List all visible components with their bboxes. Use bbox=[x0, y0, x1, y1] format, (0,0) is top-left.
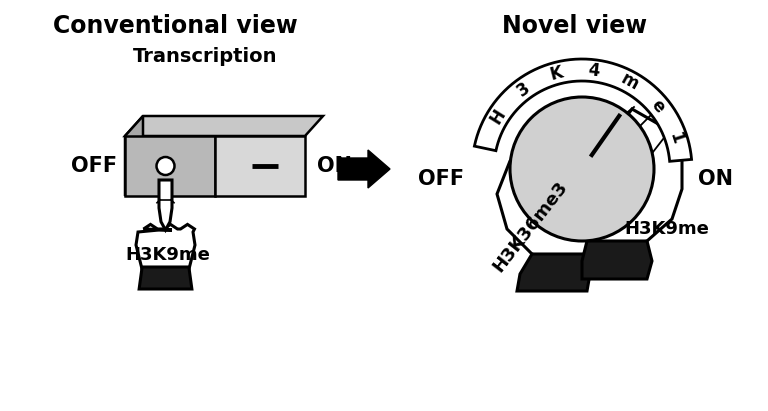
Text: ON: ON bbox=[698, 169, 733, 189]
Text: 3: 3 bbox=[513, 79, 533, 100]
Polygon shape bbox=[475, 59, 691, 162]
Polygon shape bbox=[125, 116, 143, 196]
Text: H: H bbox=[487, 106, 509, 127]
Circle shape bbox=[510, 97, 654, 241]
Polygon shape bbox=[582, 241, 652, 279]
Text: ON: ON bbox=[317, 156, 352, 176]
Text: OFF: OFF bbox=[71, 156, 117, 176]
Text: H3K9me: H3K9me bbox=[125, 246, 210, 264]
FancyArrow shape bbox=[338, 150, 390, 188]
Text: 1: 1 bbox=[666, 130, 687, 147]
Polygon shape bbox=[125, 136, 215, 196]
Polygon shape bbox=[136, 224, 195, 275]
Text: OFF: OFF bbox=[418, 169, 464, 189]
Text: K: K bbox=[548, 63, 565, 83]
Polygon shape bbox=[139, 267, 192, 289]
Polygon shape bbox=[159, 180, 172, 230]
Text: e: e bbox=[647, 96, 669, 116]
Text: H3K36me3: H3K36me3 bbox=[489, 178, 571, 276]
Text: Novel view: Novel view bbox=[502, 14, 647, 38]
Polygon shape bbox=[517, 254, 594, 291]
Text: m: m bbox=[617, 70, 641, 94]
Text: H3K9me: H3K9me bbox=[624, 220, 709, 238]
Text: Conventional view: Conventional view bbox=[53, 14, 297, 38]
Polygon shape bbox=[562, 109, 682, 251]
Polygon shape bbox=[215, 136, 305, 196]
Polygon shape bbox=[497, 134, 612, 264]
Polygon shape bbox=[125, 116, 323, 136]
Text: 4: 4 bbox=[588, 61, 601, 81]
Circle shape bbox=[157, 157, 174, 175]
Text: Transcription: Transcription bbox=[133, 47, 277, 66]
